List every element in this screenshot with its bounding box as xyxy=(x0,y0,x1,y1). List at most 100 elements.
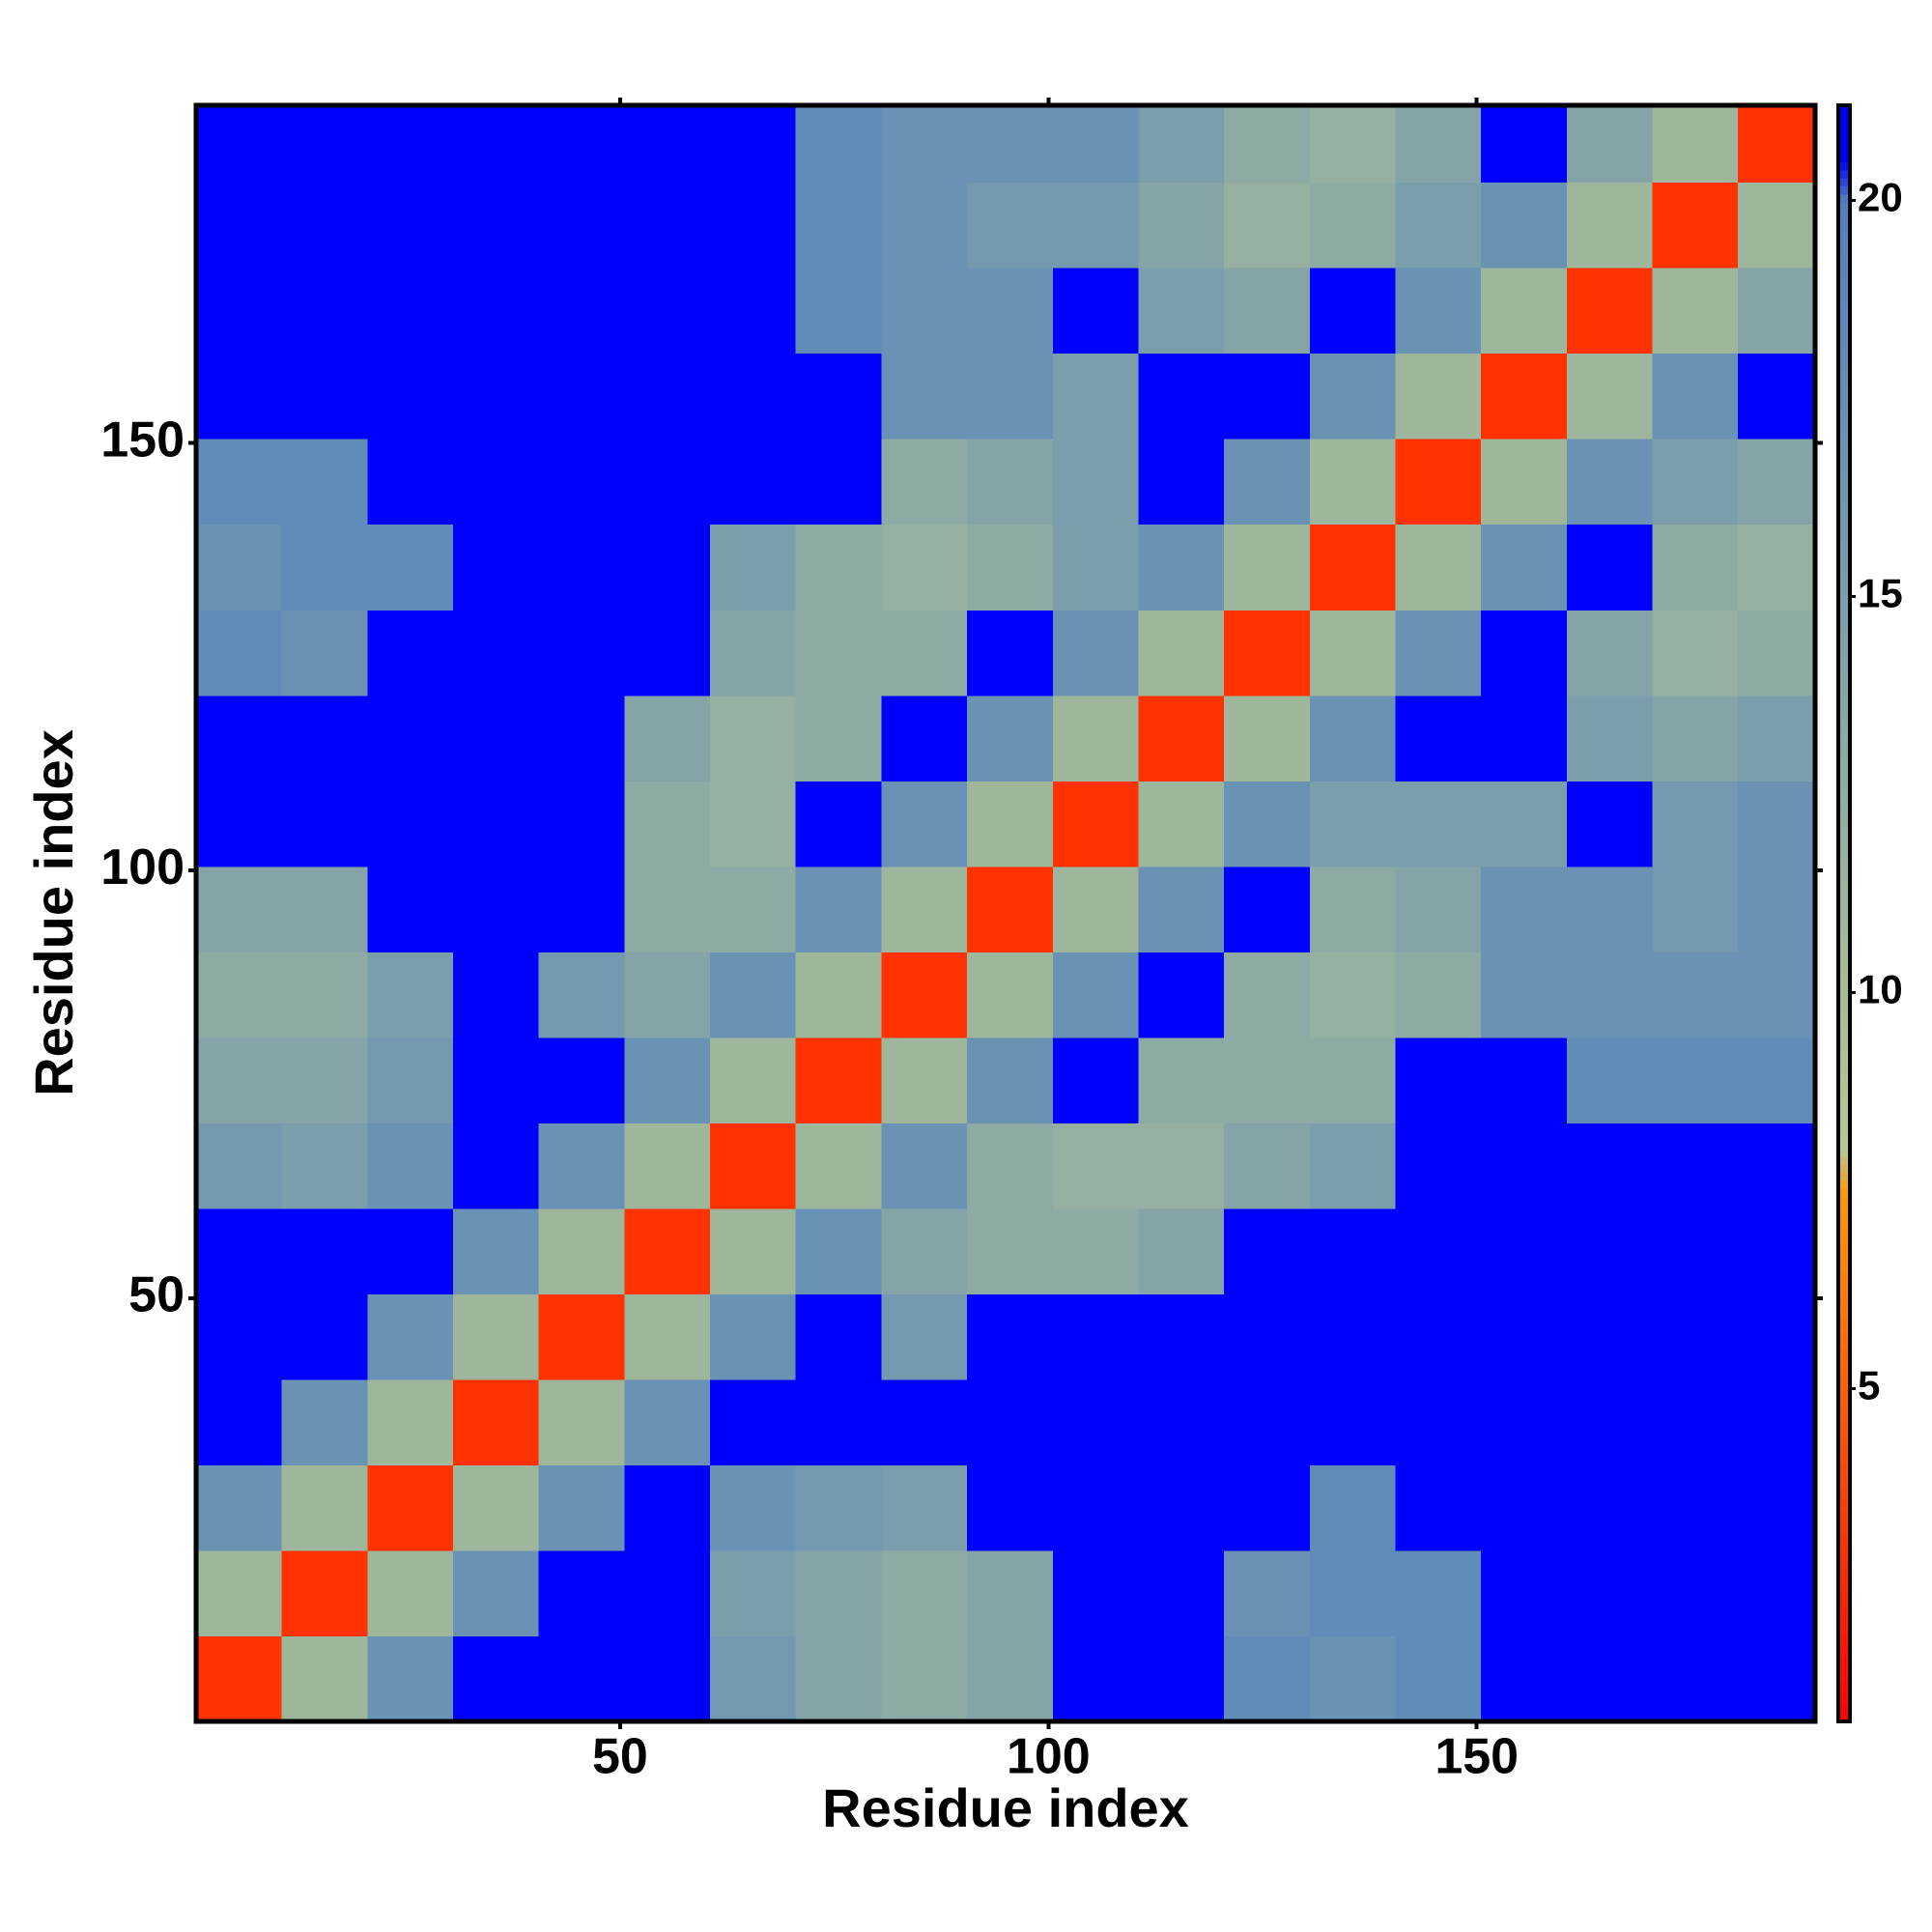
heatmap-cell xyxy=(367,1464,454,1551)
heatmap-cell xyxy=(967,610,1054,696)
colorbar-segment xyxy=(1838,1155,1850,1165)
colorbar-segment xyxy=(1838,1535,1850,1545)
colorbar-segment xyxy=(1838,1293,1850,1302)
colorbar-segment xyxy=(1838,1196,1850,1206)
colorbar-segment xyxy=(1838,1059,1850,1067)
heatmap-cell xyxy=(1481,1378,1568,1465)
heatmap-cell xyxy=(538,268,625,355)
heatmap-cell xyxy=(1309,1208,1396,1294)
heatmap-cell xyxy=(967,524,1054,611)
heatmap-cell xyxy=(1652,105,1739,184)
heatmap-cell xyxy=(1481,268,1568,355)
colorbar-segment xyxy=(1838,1187,1850,1197)
heatmap-cell xyxy=(881,781,968,867)
heatmap-cell xyxy=(281,781,368,867)
heatmap-cell xyxy=(1566,1549,1654,1636)
heatmap-cell xyxy=(453,105,540,184)
heatmap-cell xyxy=(281,1549,368,1636)
heatmap-cell xyxy=(1395,1122,1482,1209)
heatmap-cell xyxy=(1481,952,1568,1038)
colorbar-segment xyxy=(1838,185,1850,195)
heatmap-cell xyxy=(196,353,283,440)
heatmap-cell xyxy=(1052,1293,1139,1380)
heatmap-cell xyxy=(538,182,625,269)
heatmap-cell xyxy=(1224,268,1311,355)
colorbar-segment xyxy=(1838,226,1850,236)
colorbar-segment xyxy=(1838,743,1850,753)
heatmap-cell xyxy=(367,1208,454,1294)
colorbar-segment xyxy=(1838,735,1850,745)
heatmap-cell xyxy=(1138,610,1225,696)
heatmap-cell xyxy=(1652,952,1739,1038)
y-tick-label: 100 xyxy=(100,839,185,895)
colorbar-segment xyxy=(1838,1664,1850,1674)
heatmap-cell xyxy=(967,1635,1054,1722)
colorbar-segment xyxy=(1838,1148,1850,1156)
heatmap-cell xyxy=(1309,1464,1396,1551)
heatmap-cell xyxy=(710,866,797,952)
heatmap-cell xyxy=(624,1378,711,1465)
colorbar-segment xyxy=(1838,105,1850,114)
colorbar-segment xyxy=(1838,1503,1850,1513)
heatmap-cell xyxy=(538,866,625,952)
heatmap-cell xyxy=(1738,1378,1816,1465)
colorbar-segment xyxy=(1838,1576,1850,1585)
heatmap-cell xyxy=(710,1549,797,1636)
colorbar-segment xyxy=(1838,380,1850,389)
heatmap-cell xyxy=(1395,695,1482,781)
heatmap-cell xyxy=(1224,610,1311,696)
heatmap-cell xyxy=(1566,439,1654,526)
colorbar-segment xyxy=(1838,1018,1850,1028)
colorbar-segment xyxy=(1838,557,1850,567)
colorbar-segment xyxy=(1838,339,1850,349)
heatmap-cell xyxy=(1738,866,1816,952)
colorbar-segment xyxy=(1838,178,1850,187)
heatmap-cell xyxy=(795,1549,882,1636)
heatmap-cell xyxy=(710,781,797,867)
heatmap-cell xyxy=(710,695,797,781)
colorbar-segment xyxy=(1838,1261,1850,1270)
colorbar-segment xyxy=(1838,1228,1850,1237)
heatmap-cell xyxy=(1738,524,1816,611)
heatmap-cell xyxy=(881,268,968,355)
heatmap-cell xyxy=(1652,695,1739,781)
colorbar-segment xyxy=(1838,428,1850,438)
colorbar-segment xyxy=(1838,1559,1850,1569)
heatmap-cell xyxy=(881,610,968,696)
heatmap-cell xyxy=(1738,1549,1816,1636)
heatmap-cell xyxy=(1566,866,1654,952)
heatmap-cell xyxy=(624,866,711,952)
heatmap-cell xyxy=(710,105,797,184)
heatmap-cell xyxy=(881,695,968,781)
heatmap-cell xyxy=(1566,1293,1654,1380)
colorbar-segment xyxy=(1838,1681,1850,1690)
heatmap-cell xyxy=(281,105,368,184)
heatmap-cell xyxy=(1566,268,1654,355)
heatmap-cell xyxy=(710,1378,797,1465)
heatmap-cell xyxy=(196,1635,283,1722)
colorbar-segment xyxy=(1838,283,1850,292)
colorbar-segment xyxy=(1838,469,1850,478)
heatmap-cell xyxy=(281,1635,368,1722)
colorbar-segment xyxy=(1838,1494,1850,1504)
heatmap-cell xyxy=(795,781,882,867)
colorbar-segment xyxy=(1838,913,1850,923)
heatmap-cell xyxy=(881,1208,968,1294)
heatmap-cell xyxy=(1738,610,1816,696)
heatmap-cell xyxy=(1395,1549,1482,1636)
colorbar-segment xyxy=(1838,808,1850,817)
heatmap-cell xyxy=(624,610,711,696)
heatmap-cell xyxy=(367,524,454,611)
colorbar-segment xyxy=(1838,476,1850,486)
heatmap-cell xyxy=(795,182,882,269)
colorbar-segment xyxy=(1838,1325,1850,1334)
heatmap-cell xyxy=(881,1037,968,1123)
heatmap-cell xyxy=(1309,524,1396,611)
heatmap-cell xyxy=(1738,1037,1816,1123)
heatmap-cell xyxy=(1309,439,1396,526)
colorbar-segment xyxy=(1838,1026,1850,1036)
colorbar-segment xyxy=(1838,1527,1850,1537)
colorbar-segment xyxy=(1838,1713,1850,1722)
heatmap-cell xyxy=(1738,1208,1816,1294)
heatmap-cell xyxy=(196,1208,283,1294)
